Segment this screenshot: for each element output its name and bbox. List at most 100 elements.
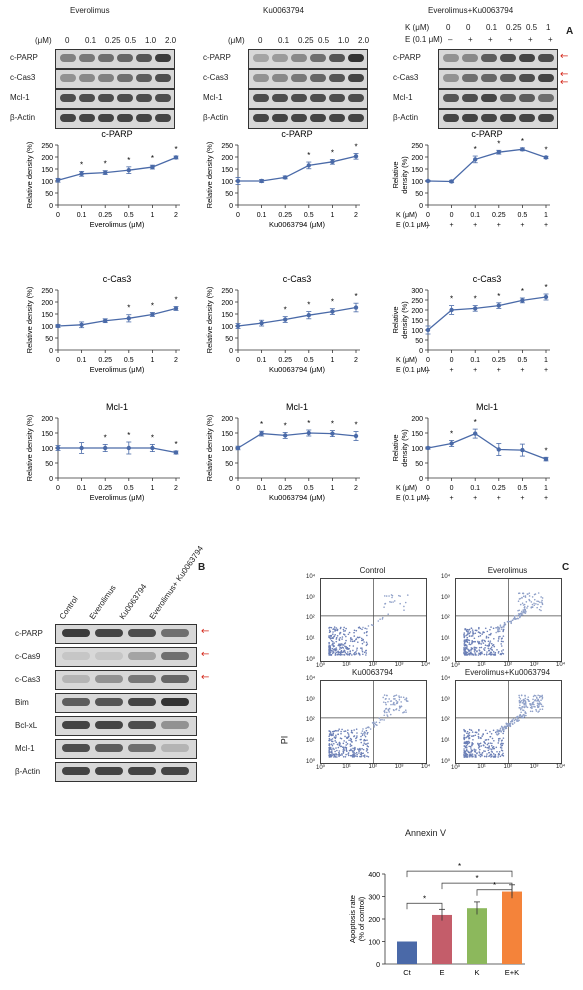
event-dot [330, 639, 333, 642]
event-dot [464, 746, 467, 749]
event-dot [465, 644, 468, 647]
event-dot [522, 595, 525, 598]
event-dot [533, 694, 536, 697]
event-dot [524, 694, 526, 697]
event-dot [499, 729, 502, 731]
x-tick-label: 0.25 [278, 357, 292, 364]
data-point [150, 164, 155, 170]
event-dot [540, 609, 542, 612]
combo-e-label: E (0.1 μM) [396, 367, 429, 374]
event-dot [528, 599, 531, 602]
event-dot [360, 647, 362, 649]
event-dot [358, 750, 360, 753]
event-dot [350, 744, 353, 747]
event-dot [471, 755, 474, 758]
y-tick-label: 150 [41, 167, 53, 174]
combo-e-label: E (0.1 μM) [396, 222, 429, 229]
event-dot [500, 640, 503, 643]
blot-band [136, 114, 152, 122]
event-dot [361, 650, 364, 653]
event-dot [488, 649, 491, 652]
event-dot [525, 702, 527, 704]
event-dot [353, 640, 355, 643]
y-tick-label: 150 [411, 431, 423, 438]
significance-star: * [423, 894, 426, 903]
flow-plot [320, 680, 427, 764]
flow-y-tick: 10¹ [441, 737, 450, 744]
event-dot [491, 755, 493, 757]
x-tick-label: + [520, 367, 524, 374]
blot-band [519, 74, 535, 82]
event-dot [472, 631, 474, 633]
event-dot [537, 600, 540, 603]
blot-band [60, 114, 76, 122]
x-tick-label: 0 [236, 485, 240, 492]
event-dot [333, 626, 336, 628]
blot-strip [248, 69, 368, 89]
event-dot [341, 636, 344, 638]
blot-band [79, 54, 95, 62]
event-dot [399, 706, 402, 709]
significance-star: * [331, 148, 334, 157]
event-dot [390, 594, 393, 596]
event-dot [463, 756, 466, 758]
event-dot [330, 733, 333, 736]
event-dot [501, 739, 503, 742]
event-dot [331, 749, 333, 751]
event-dot [473, 637, 476, 640]
event-dot [471, 647, 474, 650]
event-dot [502, 635, 505, 637]
event-dot [345, 635, 347, 638]
event-dot [513, 722, 516, 724]
blot-b-row-label: c-PARP [15, 629, 43, 638]
blot-band [161, 629, 189, 637]
event-dot [405, 711, 407, 713]
event-dot [496, 630, 499, 632]
flow-x-tick: 10¹ [342, 764, 351, 770]
blot-strip [248, 89, 368, 109]
event-dot [398, 696, 401, 699]
event-dot [471, 744, 473, 747]
y-tick-label: 150 [221, 167, 233, 174]
event-dot [355, 629, 358, 632]
event-dot [489, 753, 492, 756]
blot-band [500, 74, 516, 82]
event-dot [356, 735, 358, 737]
event-dot [513, 618, 515, 620]
x-tick-label: 1 [150, 212, 154, 219]
event-dot [344, 650, 346, 652]
event-dot [490, 744, 493, 747]
event-dot [535, 708, 537, 711]
event-dot [485, 635, 488, 638]
event-dot [511, 619, 514, 622]
event-dot [353, 635, 356, 637]
event-dot [365, 743, 368, 745]
blot-k-lane: 0 [466, 23, 471, 32]
event-dot [489, 730, 491, 733]
event-dot [344, 735, 346, 738]
event-dot [334, 633, 337, 636]
x-tick-label: 0.5 [304, 485, 314, 492]
event-dot [395, 708, 397, 711]
event-dot [488, 746, 490, 748]
event-dot [334, 648, 336, 650]
event-dot [486, 753, 488, 755]
event-dot [360, 741, 363, 744]
event-dot [346, 732, 349, 734]
flow-plot-title: Ku0063794 [352, 668, 393, 677]
event-dot [393, 701, 395, 704]
event-dot [403, 605, 405, 608]
event-dot [532, 698, 534, 701]
event-dot [343, 626, 345, 629]
event-dot [504, 623, 507, 626]
blot-band [291, 54, 307, 62]
data-point [259, 431, 264, 436]
event-dot [480, 646, 483, 649]
event-dot [491, 751, 494, 753]
event-dot [489, 742, 492, 744]
scatter-plot [456, 579, 561, 661]
event-dot [328, 742, 331, 745]
blot-strip [438, 49, 558, 69]
event-dot [520, 707, 523, 709]
